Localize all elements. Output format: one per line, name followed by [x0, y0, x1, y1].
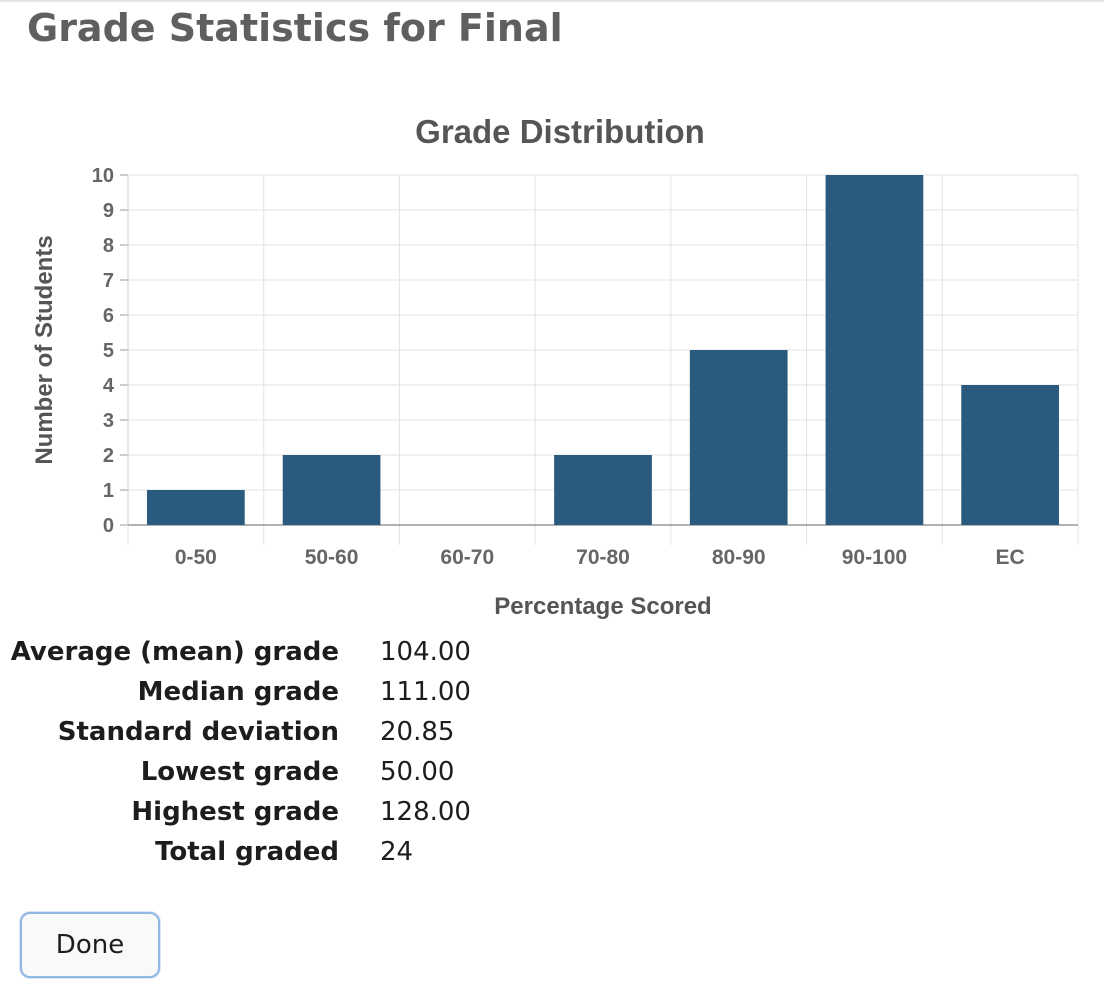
y-tick-label: 7	[103, 270, 114, 292]
y-tick-label: 9	[103, 200, 114, 222]
stat-label: Average (mean) grade	[10, 637, 339, 667]
y-tick-label: 10	[92, 165, 114, 187]
chart-title: Grade Distribution	[415, 113, 705, 150]
grade-distribution-chart: Grade Distribution Number of Students Pe…	[31, 113, 1079, 620]
stat-label: Standard deviation	[57, 717, 339, 747]
stat-label: Lowest grade	[140, 757, 339, 787]
stat-row: Standard deviation 20.85	[0, 712, 700, 752]
bar-0-50	[147, 490, 245, 525]
y-axis-ticks: 0 1 2 3 4 5 6 7 8 9 10	[92, 165, 115, 537]
y-tick-label: 3	[103, 410, 114, 432]
x-tick-label: 0-50	[175, 546, 217, 569]
y-tick-label: 2	[103, 445, 114, 467]
x-tick-label: 80-90	[712, 546, 766, 569]
bar-80-90	[689, 350, 788, 525]
done-button[interactable]: Done	[20, 912, 160, 978]
bar-ec	[961, 385, 1059, 525]
x-tick-label: 70-80	[576, 546, 630, 569]
stat-value: 50.00	[380, 757, 455, 787]
chart-bars	[147, 175, 1059, 525]
stat-label: Highest grade	[131, 797, 339, 827]
stat-label: Median grade	[137, 677, 339, 707]
stat-label: Total graded	[155, 837, 339, 867]
dialog-top-border	[0, 0, 1104, 3]
y-axis-label: Number of Students	[31, 235, 58, 464]
x-tick-label: EC	[996, 546, 1025, 569]
y-tick-label: 1	[103, 480, 114, 502]
x-tick-label: 60-70	[440, 546, 494, 569]
x-axis-ticks: 0-50 50-60 60-70 70-80 80-90 90-100 EC	[175, 546, 1025, 569]
page-title: Grade Statistics for Final	[27, 6, 563, 50]
stat-row: Highest grade 128.00	[0, 792, 700, 832]
bar-90-100	[825, 175, 924, 525]
x-tick-label: 50-60	[305, 546, 359, 569]
stat-row: Average (mean) grade 104.00	[0, 632, 700, 672]
stat-row: Total graded 24	[0, 832, 700, 872]
x-tick-label: 90-100	[842, 546, 907, 569]
stat-value: 20.85	[380, 717, 455, 747]
stat-row: Median grade 111.00	[0, 672, 700, 712]
y-tick-label: 4	[103, 375, 115, 397]
stat-value: 111.00	[380, 677, 471, 707]
bar-70-80	[554, 455, 652, 525]
y-tick-label: 5	[103, 340, 114, 362]
stat-value: 128.00	[380, 797, 471, 827]
y-tick-label: 0	[103, 515, 114, 537]
stat-row: Lowest grade 50.00	[0, 752, 700, 792]
x-axis-label: Percentage Scored	[494, 593, 711, 620]
y-tick-label: 6	[103, 305, 114, 327]
grade-statistics: Average (mean) grade 104.00 Median grade 11…	[0, 632, 700, 872]
stat-value: 24	[380, 837, 414, 867]
bar-50-60	[282, 455, 381, 525]
y-tick-label: 8	[103, 235, 114, 257]
stat-value: 104.00	[380, 637, 471, 667]
